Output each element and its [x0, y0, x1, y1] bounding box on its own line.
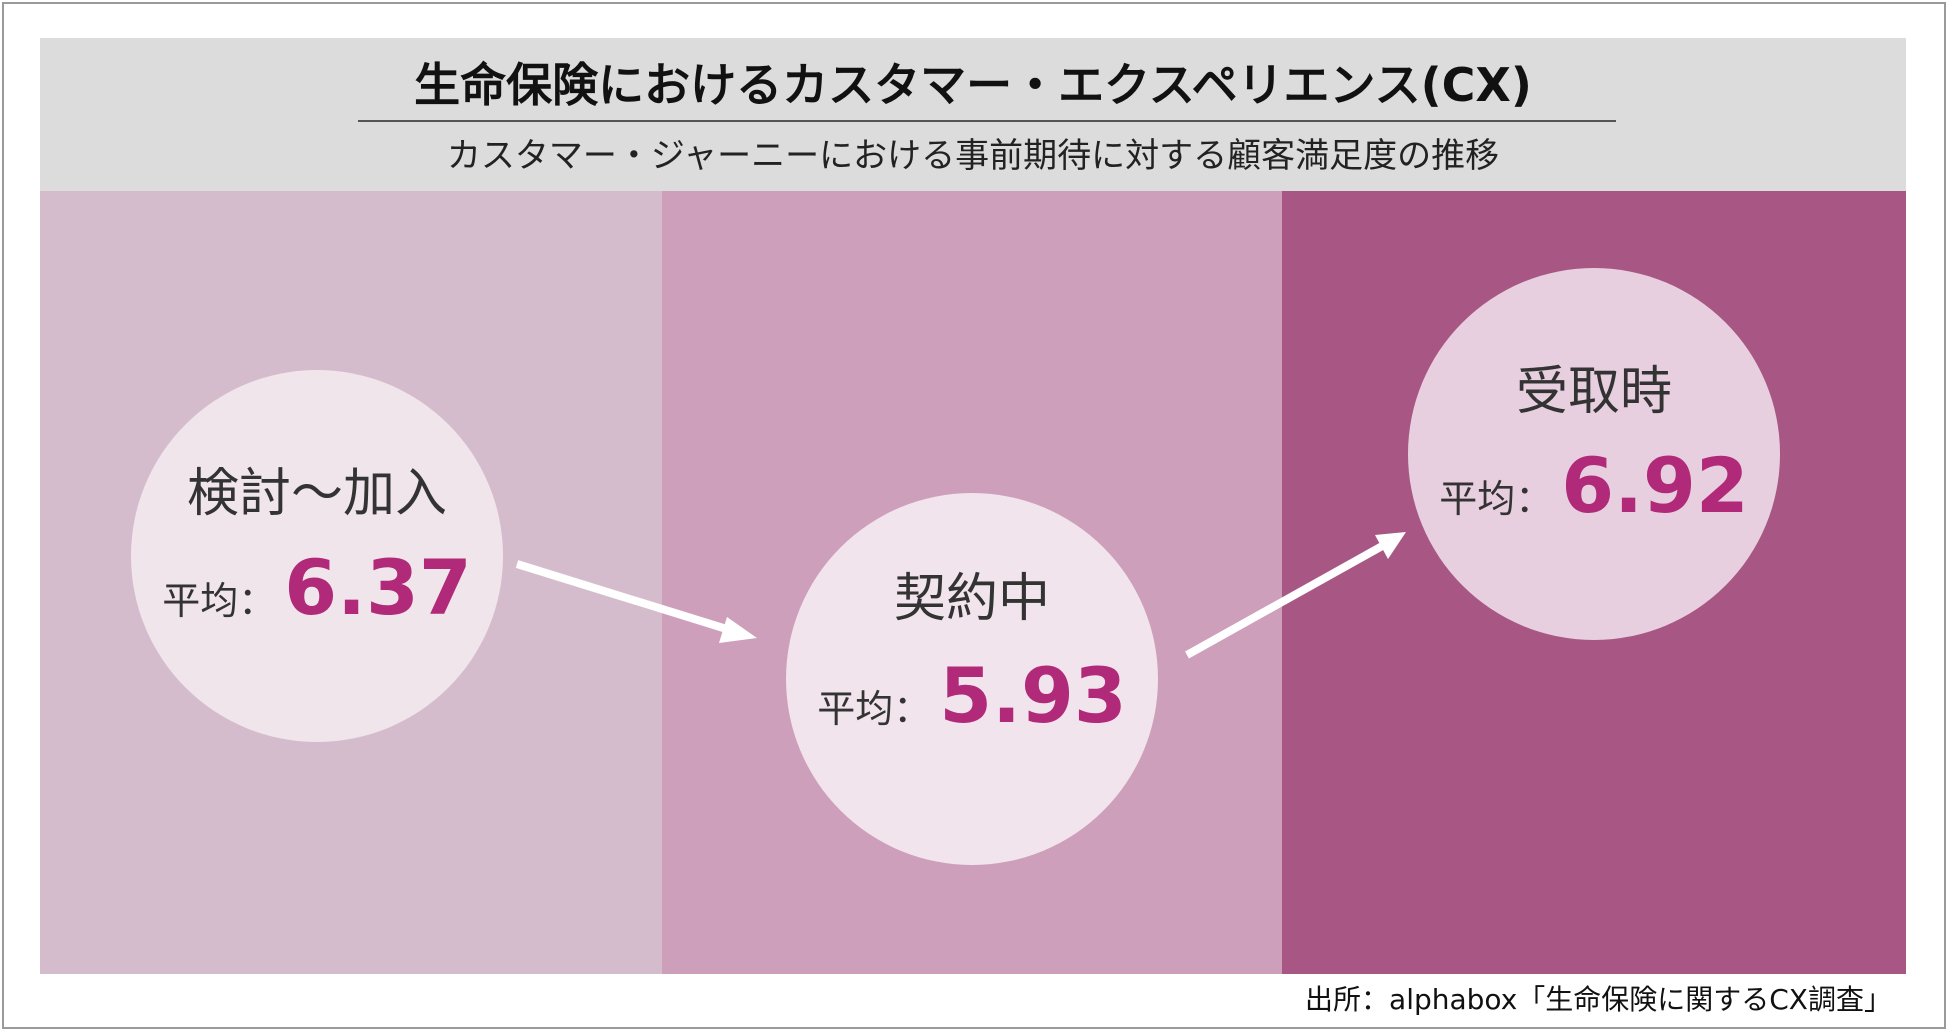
title-divider — [358, 120, 1616, 122]
source-citation: 出所：alphabox「生命保険に関するCX調査」 — [1305, 983, 1892, 1016]
average-label: 平均： — [1439, 477, 1554, 521]
average-value: 6.37 — [284, 543, 472, 632]
stage-circle-consideration: 検討〜加入 平均： 6.37 — [131, 370, 503, 742]
stage-circle-contract: 契約中 平均： 5.93 — [786, 493, 1158, 865]
page-subtitle: カスタマー・ジャーニーにおける事前期待に対する顧客満足度の推移 — [446, 136, 1500, 176]
stage-circle-payout: 受取時 平均： 6.92 — [1408, 268, 1780, 640]
page-title: 生命保険におけるカスタマー・エクスペリエンス(CX) — [414, 58, 1532, 112]
stage-name: 受取時 — [1515, 362, 1672, 422]
average-row: 平均： 6.92 — [1408, 448, 1780, 524]
header: 生命保険におけるカスタマー・エクスペリエンス(CX) カスタマー・ジャーニーにお… — [40, 38, 1906, 191]
average-label: 平均： — [817, 687, 932, 731]
average-value: 6.92 — [1561, 441, 1749, 530]
stage-name: 検討〜加入 — [186, 464, 447, 524]
average-value: 5.93 — [939, 651, 1127, 740]
average-row: 平均： 5.93 — [786, 658, 1158, 734]
stage-name: 契約中 — [893, 569, 1050, 629]
average-row: 平均： 6.37 — [131, 550, 503, 626]
average-label: 平均： — [162, 579, 277, 623]
